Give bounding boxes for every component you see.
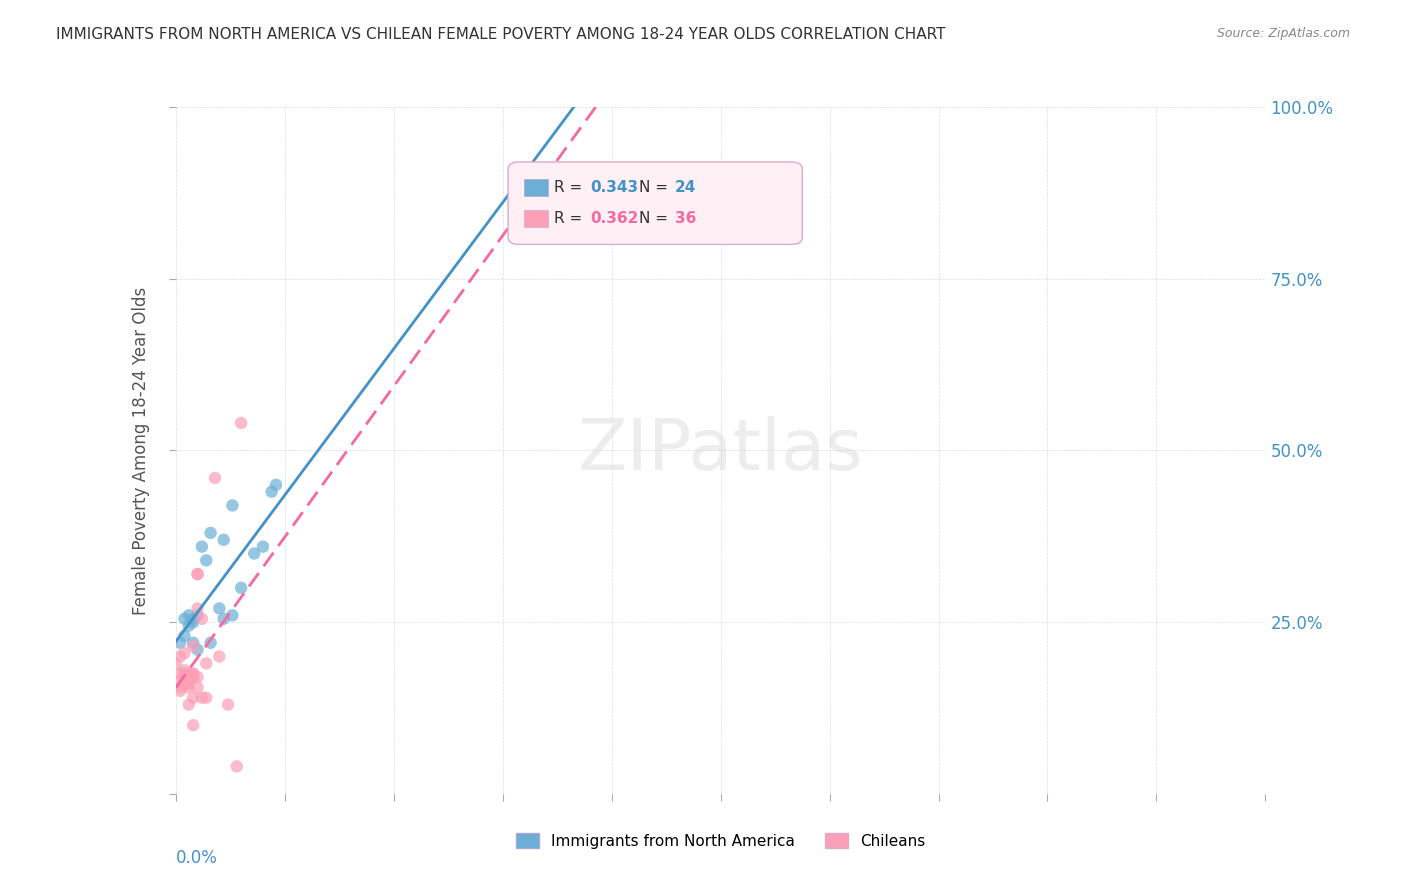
Point (173, 646, 195, 660)
Text: 0.0%: 0.0% (176, 849, 218, 867)
Point (173, 612, 195, 626)
Point (173, 629, 195, 643)
Point (186, 670, 209, 684)
Point (165, 657, 187, 671)
Text: 0.343: 0.343 (591, 180, 638, 194)
Point (181, 636, 204, 650)
Point (181, 615, 204, 630)
Point (177, 698, 200, 712)
Point (231, 416, 253, 430)
Point (169, 636, 191, 650)
Point (177, 673, 200, 688)
Point (186, 567, 209, 582)
Point (173, 666, 195, 681)
Point (231, 581, 253, 595)
Text: Source: ZipAtlas.com: Source: ZipAtlas.com (1216, 27, 1350, 40)
Point (243, 546, 266, 561)
Text: 36: 36 (675, 211, 696, 227)
Text: R =: R = (554, 180, 586, 194)
Point (169, 649, 191, 664)
Point (195, 657, 218, 671)
Point (177, 608, 200, 623)
Point (169, 673, 191, 688)
Point (186, 567, 209, 582)
Legend: Immigrants from North America, Chileans: Immigrants from North America, Chileans (509, 827, 932, 855)
FancyBboxPatch shape (524, 211, 548, 227)
Point (195, 553, 218, 567)
Text: 0.362: 0.362 (591, 211, 638, 227)
Point (177, 666, 200, 681)
Point (173, 663, 195, 677)
Text: R =: R = (554, 211, 586, 227)
Point (181, 670, 204, 684)
Point (169, 683, 191, 698)
Point (200, 525, 222, 540)
Point (204, 471, 226, 485)
Point (177, 681, 200, 695)
Point (181, 639, 204, 653)
Point (177, 677, 200, 691)
Point (195, 690, 218, 705)
Text: N =: N = (638, 180, 672, 194)
Point (221, 608, 243, 623)
Point (217, 698, 239, 712)
FancyBboxPatch shape (524, 179, 548, 196)
Y-axis label: Female Poverty Among 18-24 Year Olds: Female Poverty Among 18-24 Year Olds (132, 286, 150, 615)
Point (212, 533, 235, 547)
Point (169, 666, 191, 681)
Point (173, 677, 195, 691)
Point (260, 484, 283, 499)
Point (225, 759, 247, 773)
Point (186, 608, 209, 623)
Point (208, 649, 231, 664)
Point (191, 540, 214, 554)
Text: N =: N = (638, 211, 672, 227)
Point (191, 612, 214, 626)
Point (186, 642, 209, 657)
Point (221, 499, 243, 513)
Point (264, 478, 287, 492)
Point (186, 601, 209, 615)
Point (252, 540, 274, 554)
Text: ZIPatlas: ZIPatlas (578, 416, 863, 485)
Point (181, 666, 204, 681)
Point (208, 601, 231, 615)
Point (177, 618, 200, 632)
Point (173, 673, 195, 688)
Point (181, 666, 204, 681)
Point (181, 718, 204, 732)
Text: IMMIGRANTS FROM NORTH AMERICA VS CHILEAN FEMALE POVERTY AMONG 18-24 YEAR OLDS CO: IMMIGRANTS FROM NORTH AMERICA VS CHILEAN… (56, 27, 946, 42)
FancyBboxPatch shape (508, 162, 803, 244)
Point (181, 612, 204, 626)
Point (200, 636, 222, 650)
Point (169, 681, 191, 695)
Point (191, 690, 214, 705)
Point (212, 612, 235, 626)
Point (186, 681, 209, 695)
Point (181, 690, 204, 705)
Text: 24: 24 (675, 180, 696, 194)
